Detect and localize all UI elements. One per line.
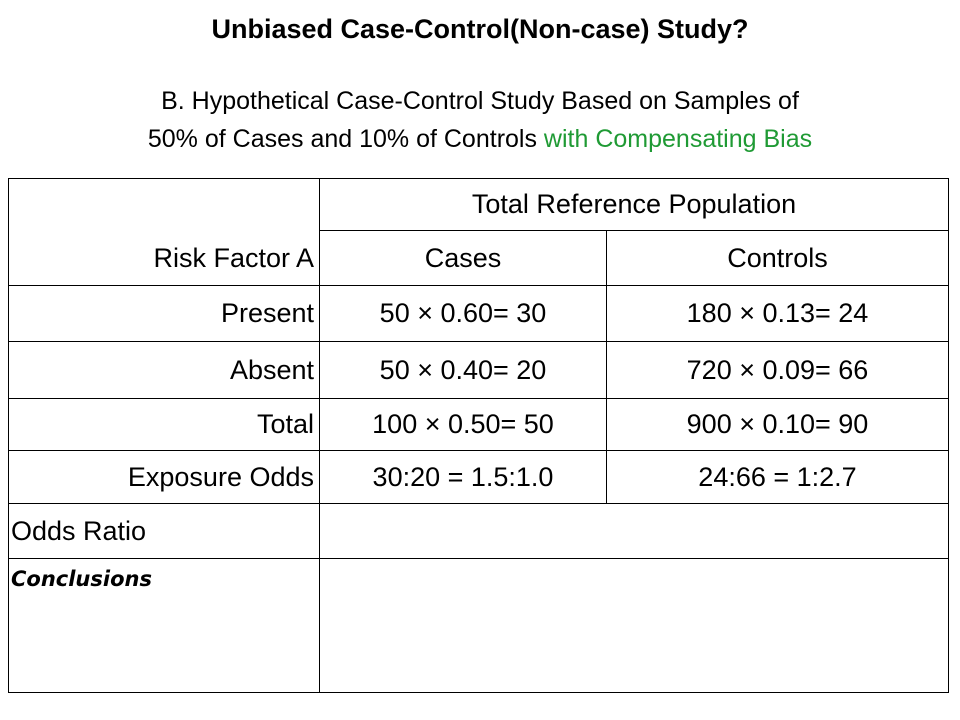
divider-line <box>9 398 948 399</box>
subtitle-line-1: B. Hypothetical Case-Control Study Based… <box>161 87 799 115</box>
column-header-controls: Controls <box>727 242 828 273</box>
divider-line <box>319 230 949 231</box>
divider-line <box>9 450 948 451</box>
slide-subtitle: B. Hypothetical Case-Control Study Based… <box>10 82 950 158</box>
divider-line <box>9 558 948 559</box>
subtitle-line-2-plain: 50% of Cases and 10% of Controls <box>147 125 544 153</box>
divider-line <box>606 230 607 503</box>
row-label: Total <box>256 409 314 439</box>
controls-cell: 24:66 = 1:2.7 <box>698 461 857 492</box>
column-header-cases: Cases <box>424 242 502 273</box>
subtitle-line-2: 50% of Cases and 10% of Controls with Co… <box>10 120 950 158</box>
divider-line <box>319 179 320 692</box>
row-label: Exposure Odds <box>127 461 314 492</box>
slide-title: Unbiased Case-Control(Non-case) Study? <box>211 14 749 44</box>
controls-cell: 720 × 0.09= 66 <box>686 354 869 385</box>
cases-cell: 30:20 = 1.5:1.0 <box>372 461 554 492</box>
controls-cell: 900 × 0.10= 90 <box>686 409 869 439</box>
divider-line <box>9 341 948 342</box>
controls-cell: 180 × 0.13= 24 <box>686 298 869 328</box>
cases-cell: 50 × 0.40= 20 <box>379 354 547 385</box>
conclusions-label: Conclusions <box>11 567 152 591</box>
row-header: Risk Factor A <box>153 242 314 273</box>
divider-line <box>9 503 948 504</box>
group-header: Total Reference Population <box>471 189 797 219</box>
subtitle-compensating-bias: with Compensating Bias <box>543 125 813 153</box>
cases-cell: 100 × 0.50= 50 <box>372 409 554 439</box>
divider-line <box>9 285 948 286</box>
cases-cell: 50 × 0.60= 30 <box>379 298 547 328</box>
row-label: Present <box>220 298 314 328</box>
odds-ratio-label: Odds Ratio <box>11 515 147 546</box>
row-label: Absent <box>229 354 314 385</box>
case-control-table: Total Reference Population Risk Factor A… <box>8 178 949 693</box>
